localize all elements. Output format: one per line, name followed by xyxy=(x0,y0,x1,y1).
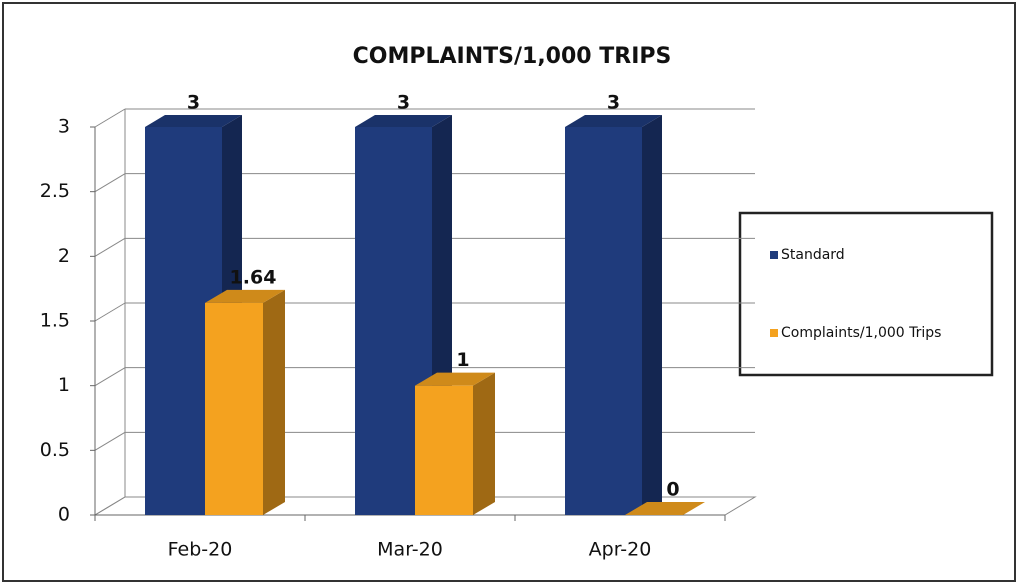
bar-side xyxy=(642,115,662,515)
bar xyxy=(565,115,662,515)
y-tick-label: 3 xyxy=(58,116,70,138)
legend-swatch xyxy=(770,329,778,337)
bar-side xyxy=(263,289,285,515)
x-tick-label: Mar-20 xyxy=(377,539,443,561)
grid-line xyxy=(94,302,126,322)
bar-top xyxy=(565,115,662,127)
bar-top xyxy=(205,289,285,303)
y-tick-label: 1.5 xyxy=(40,310,70,332)
y-tick-label: 1 xyxy=(58,374,70,396)
bar-front xyxy=(205,302,263,515)
y-tick-label: 0.5 xyxy=(40,439,70,461)
grid-line xyxy=(94,431,126,451)
legend-swatch xyxy=(770,251,778,259)
data-label: 1.64 xyxy=(230,266,277,288)
bar xyxy=(625,502,705,515)
data-label: 3 xyxy=(607,92,620,114)
data-label: 3 xyxy=(187,92,200,114)
bar-side xyxy=(473,372,495,515)
chart-title: COMPLAINTS/1,000 TRIPS xyxy=(353,44,672,69)
bar xyxy=(415,372,495,515)
grid-line xyxy=(94,237,126,257)
bar xyxy=(205,289,285,515)
data-label: 3 xyxy=(397,92,410,114)
legend-label: Standard xyxy=(781,247,845,263)
bar-top xyxy=(415,372,495,386)
bar-top xyxy=(145,115,242,127)
x-tick-label: Feb-20 xyxy=(168,539,233,561)
legend-box xyxy=(738,211,994,377)
bar-top xyxy=(625,502,705,515)
y-tick-label: 2 xyxy=(58,245,70,267)
x-tick-label: Apr-20 xyxy=(589,539,652,561)
grid-line xyxy=(94,173,126,193)
data-label: 0 xyxy=(666,479,679,501)
grid-line xyxy=(94,367,126,387)
grid-line xyxy=(94,496,126,516)
bar-front xyxy=(415,385,473,515)
y-tick-label: 2.5 xyxy=(40,180,70,202)
y-tick-label: 0 xyxy=(58,504,70,526)
legend-label: Complaints/1,000 Trips xyxy=(781,325,941,341)
data-label: 1 xyxy=(456,349,469,371)
grid-line xyxy=(94,108,126,128)
bar-front xyxy=(565,127,642,515)
bar-top xyxy=(355,115,452,127)
